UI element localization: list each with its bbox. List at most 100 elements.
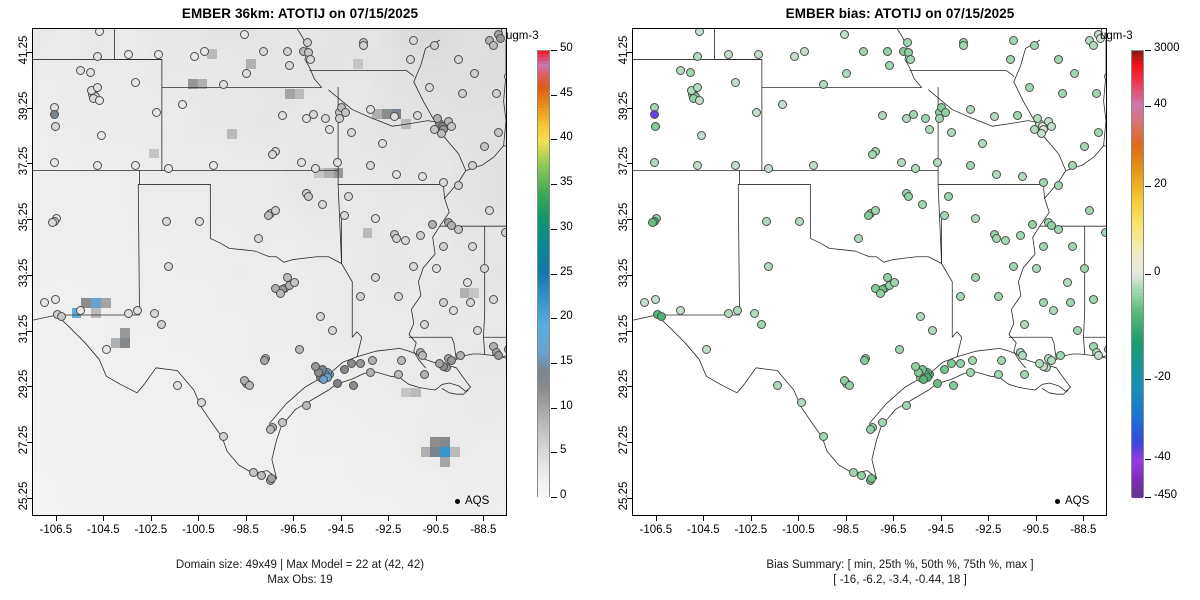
colorbar-tick [551, 50, 557, 51]
aqs-station-marker [858, 46, 868, 56]
aqs-station-marker [723, 49, 733, 59]
aqs-station-marker [1006, 55, 1016, 65]
aqs-station-marker [1046, 356, 1056, 366]
aqs-station-marker [277, 417, 287, 427]
y-axis-label: 41.25 [618, 35, 630, 65]
aqs-station-marker [733, 306, 742, 316]
aqs-station-marker [1079, 141, 1089, 151]
aqs-station-marker [433, 113, 443, 123]
aqs-station-marker [197, 398, 207, 408]
aqs-station-marker [218, 80, 228, 90]
y-axis-label: 39.25 [18, 91, 30, 120]
y-axis-label: 39.25 [618, 91, 630, 120]
x-axis-tick [940, 516, 942, 521]
aqs-station-marker [730, 77, 740, 87]
aqs-station-marker [877, 110, 887, 120]
aqs-station-marker [1094, 127, 1103, 137]
aqs-station-marker [877, 417, 887, 427]
colorbar-gradient [537, 50, 550, 498]
aqs-station-marker [266, 424, 275, 434]
aqs-station-marker [1058, 88, 1068, 98]
aqs-station-marker [1025, 83, 1035, 93]
colorbar-tick [551, 497, 557, 498]
aqs-station-marker [432, 264, 442, 274]
x-axis-tick [1035, 516, 1037, 521]
aqs-station-marker [396, 356, 406, 366]
y-axis-tick [627, 330, 632, 332]
aqs-station-marker [1091, 88, 1101, 98]
colorbar-tick [551, 94, 557, 96]
aqs-station-marker [327, 325, 337, 335]
aqs-station-marker [282, 46, 292, 56]
y-axis-tick [27, 274, 32, 276]
x-axis-label: -104.5 [86, 524, 120, 536]
colorbar-tick [551, 318, 557, 320]
x-axis-tick [703, 516, 705, 521]
right-panel-title: EMBER bias: ATOTIJ on 07/15/2025 [785, 6, 1015, 21]
aqs-station-marker [256, 470, 266, 480]
aqs-station-marker [448, 306, 458, 316]
aqs-station-marker [915, 311, 925, 321]
aqs-station-marker [209, 161, 218, 171]
x-axis-label: -88.5 [1070, 524, 1097, 536]
aqs-station-marker [494, 350, 503, 360]
x-axis-tick [988, 516, 990, 521]
y-axis-tick [627, 163, 632, 165]
colorbar-tick-label: 45 [560, 86, 573, 99]
aqs-station-marker [956, 359, 966, 369]
aqs-station-marker [818, 431, 828, 441]
aqs-station-marker [163, 163, 173, 173]
aqs-station-marker [1008, 35, 1018, 45]
aqs-station-marker [676, 66, 685, 76]
colorbar-tick [1145, 50, 1151, 51]
aqs-station-marker [1020, 320, 1030, 330]
x-axis-label: -94.5 [927, 524, 954, 536]
aqs-station-marker [1096, 34, 1106, 44]
aqs-station-marker [465, 297, 475, 307]
aqs-station-marker [152, 108, 161, 118]
colorbar-tick [1145, 186, 1151, 188]
aqs-station-marker [425, 83, 435, 93]
x-axis-tick [245, 516, 247, 521]
aqs-station-marker [1034, 359, 1044, 369]
y-axis-tick [27, 163, 32, 165]
aqs-station-marker [1067, 242, 1077, 251]
aqs-station-marker [57, 311, 66, 321]
aqs-station-marker [939, 364, 949, 374]
aqs-station-marker [754, 49, 764, 59]
aqs-station-marker [190, 52, 199, 62]
aqs-station-marker [934, 113, 944, 123]
colorbar-tick-label: 40 [1154, 97, 1167, 110]
aqs-station-marker [270, 283, 280, 293]
aqs-station-marker [130, 161, 140, 171]
aqs-station-marker [340, 108, 350, 118]
aqs-dot-icon [1055, 498, 1060, 504]
aqs-legend-label: AQS [465, 495, 490, 507]
y-axis-tick [27, 219, 32, 220]
aqs-station-marker [334, 113, 344, 123]
aqs-station-marker [692, 52, 702, 62]
x-axis-label: -92.5 [375, 524, 402, 536]
aqs-station-marker [85, 67, 95, 77]
colorbar-tick [551, 362, 557, 364]
aqs-station-marker [1029, 41, 1039, 51]
colorbar-tick [551, 407, 557, 409]
aqs-station-marker [370, 214, 380, 224]
aqs-station-marker [1094, 350, 1103, 360]
aqs-station-marker [649, 109, 659, 119]
aqs-station-marker [401, 236, 411, 246]
x-axis-label: -90.5 [422, 524, 449, 536]
left-map-plot [32, 28, 507, 516]
x-axis-label: -104.5 [686, 524, 720, 536]
aqs-station-marker [358, 41, 368, 51]
aqs-station-marker [1039, 297, 1049, 307]
aqs-station-marker [254, 233, 264, 243]
x-axis-tick [55, 516, 57, 521]
aqs-station-marker [242, 69, 252, 79]
y-axis-label: 37.25 [618, 146, 630, 176]
aqs-station-marker [685, 67, 695, 77]
y-axis-tick [627, 51, 632, 53]
aqs-station-marker [809, 161, 818, 171]
aqs-station-marker [1046, 122, 1056, 132]
aqs-station-marker [315, 311, 325, 321]
